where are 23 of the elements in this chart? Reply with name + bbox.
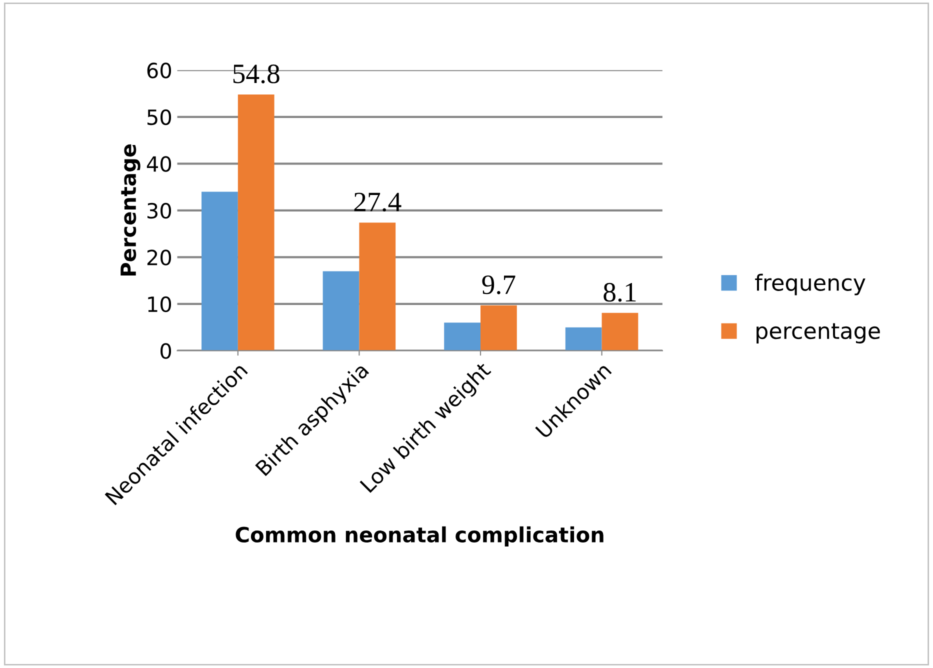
y-tick-label: 60 (147, 62, 172, 78)
bar (602, 312, 638, 351)
bar (238, 94, 274, 351)
data-label: 9.7 (482, 275, 516, 294)
legend-label: percentage (756, 323, 880, 344)
y-axis-title: Percentage (120, 144, 140, 276)
y-tick-label: 30 (147, 202, 172, 219)
y-tick-label: 20 (147, 250, 172, 266)
y-tick-label: 10 (148, 296, 172, 312)
y-tick-label: 0 (160, 343, 172, 359)
data-label: 8.1 (604, 282, 636, 302)
bar (322, 271, 360, 351)
data-label: 27.4 (354, 192, 402, 212)
y-tick-label: 50 (148, 109, 172, 126)
x-axis-title: Common neonatal complication (236, 526, 604, 547)
bar (565, 327, 602, 351)
data-label: 54.8 (233, 64, 280, 84)
bar (444, 322, 480, 351)
bar (202, 192, 238, 351)
bar (359, 222, 396, 351)
bar (480, 305, 517, 351)
y-tick-label: 40 (146, 156, 172, 172)
legend-label: frequency (755, 274, 866, 296)
